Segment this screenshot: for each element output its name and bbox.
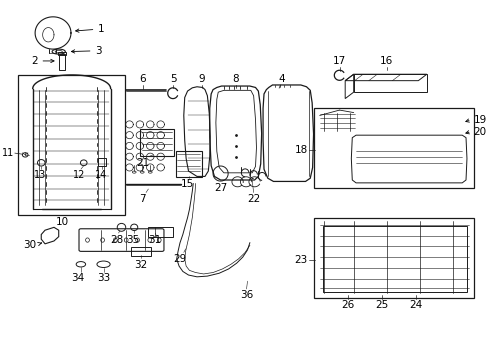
Text: 3: 3: [95, 46, 102, 56]
Bar: [140, 129, 174, 156]
Text: 27: 27: [214, 183, 227, 193]
Text: 8: 8: [232, 74, 239, 84]
Bar: [313, 218, 473, 298]
Text: 17: 17: [332, 56, 346, 66]
Text: 9: 9: [198, 74, 204, 84]
Text: 6: 6: [139, 74, 146, 84]
Text: 13: 13: [34, 170, 46, 180]
Text: 23: 23: [294, 255, 307, 265]
Bar: [59, 54, 65, 69]
Text: 10: 10: [55, 217, 68, 226]
Text: 32: 32: [133, 260, 147, 270]
Text: 5: 5: [170, 74, 176, 84]
Text: 11: 11: [1, 148, 14, 158]
Text: 21: 21: [136, 158, 149, 168]
Text: 28: 28: [110, 234, 123, 244]
Text: 7: 7: [139, 194, 146, 204]
Text: 1: 1: [98, 24, 104, 35]
Text: 31: 31: [147, 234, 161, 244]
Bar: [313, 108, 473, 188]
Bar: [148, 227, 173, 237]
Text: 33: 33: [97, 273, 110, 283]
Text: 24: 24: [408, 300, 422, 310]
Bar: [18, 75, 125, 215]
Text: 15: 15: [181, 179, 194, 189]
Bar: [175, 151, 202, 177]
Text: 2: 2: [31, 56, 38, 66]
Bar: [58, 52, 66, 55]
Text: 26: 26: [341, 300, 354, 310]
Text: 16: 16: [379, 56, 392, 66]
Text: 22: 22: [246, 194, 260, 204]
Text: 36: 36: [240, 291, 253, 301]
Text: 20: 20: [472, 127, 486, 136]
Bar: [131, 247, 150, 256]
Text: 30: 30: [23, 239, 37, 249]
Bar: [323, 226, 466, 292]
Text: 4: 4: [278, 74, 285, 84]
Text: 18: 18: [294, 144, 307, 154]
Bar: [98, 158, 106, 166]
Text: 34: 34: [71, 273, 84, 283]
Text: 14: 14: [95, 170, 107, 180]
Text: 12: 12: [73, 170, 85, 180]
Text: 35: 35: [126, 234, 139, 244]
Text: 25: 25: [375, 300, 388, 310]
Text: 29: 29: [173, 253, 186, 264]
Text: 19: 19: [472, 115, 486, 125]
